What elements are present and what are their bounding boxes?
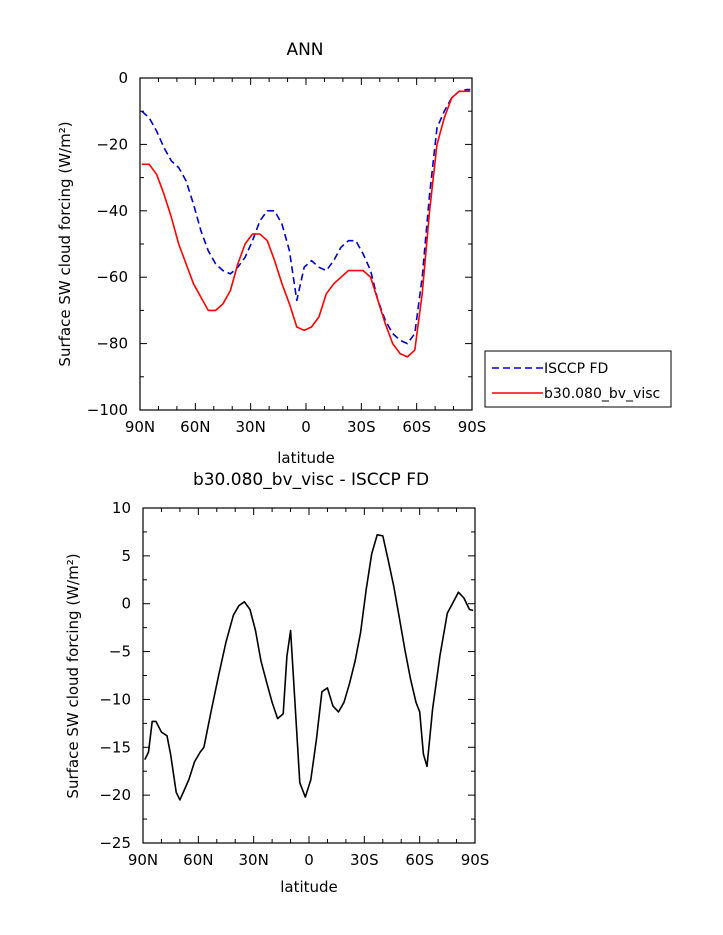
bottom-chart-x-axis-label: latitude	[280, 878, 338, 896]
bottom-chart-y-tick-label: 5	[121, 547, 131, 565]
top-chart-x-tick-label: 0	[301, 418, 311, 436]
bottom-chart-y-tick-label: −15	[99, 738, 131, 756]
top-chart-ticks: 90N 60N 30N 0 30S 60S 90S 0 −20 −40 −60 −80 −100	[87, 69, 487, 436]
bottom-chart-y-tick-label: −10	[99, 690, 131, 708]
top-chart-x-tick-label: 60S	[402, 418, 431, 436]
legend-label-b30-080-bv-visc: b30.080_bv_visc	[544, 386, 660, 402]
top-chart-x-tick-label: 30S	[347, 418, 376, 436]
bottom-chart-x-tick-label: 90N	[128, 851, 158, 869]
bottom-chart-x-tick-label: 30N	[239, 851, 269, 869]
bottom-chart-x-tick-label: 60S	[405, 851, 434, 869]
bottom-chart-title: b30.080_bv_visc - ISCCP FD	[193, 470, 429, 490]
bottom-chart-y-tick-label: −20	[99, 786, 131, 804]
bottom-chart-y-tick-label: −5	[109, 643, 131, 661]
top-chart-series-line-isccp-fd	[141, 88, 471, 345]
bottom-chart-x-tick-label: 60N	[183, 851, 213, 869]
top-chart-y-tick-label: −20	[96, 135, 128, 153]
top-chart-y-tick-label: −40	[96, 202, 128, 220]
top-chart-title: ANN	[286, 40, 323, 60]
top-chart-x-axis-label: latitude	[277, 449, 335, 467]
top-chart-y-tick-label: 0	[118, 69, 128, 87]
bottom-chart-y-axis-label: Surface SW cloud forcing (W/m²)	[64, 553, 82, 798]
bottom-chart-series	[144, 533, 474, 801]
bottom-chart-x-tick-label: 0	[304, 851, 314, 869]
top-chart-legend: ISCCP FD b30.080_bv_visc	[484, 350, 672, 408]
top-chart-series-line-b30-080-bv-visc	[141, 90, 471, 358]
top-chart-y-axis-label: Surface SW cloud forcing (W/m²)	[56, 121, 74, 366]
top-chart-y-tick-label: −80	[96, 335, 128, 353]
bottom-chart-ticks: 90N 60N 30N 0 30S 60S 90S 10 5 0 −5 −10 −15 −20 −25	[99, 499, 489, 869]
legend-label-isccp-fd: ISCCP FD	[544, 361, 608, 377]
top-chart-y-tick-label: −100	[87, 401, 128, 419]
top-chart-panel: ANN 90N 60N 30N 0 30S 60S 90S 0 −20 −40 −60 −80 −100…	[56, 40, 672, 467]
legend-box	[484, 350, 672, 408]
top-chart-plot-frame	[139, 77, 473, 411]
top-chart-y-tick-label: −60	[96, 268, 128, 286]
top-chart-x-tick-label: 90S	[458, 418, 487, 436]
bottom-chart-x-tick-label: 90S	[461, 851, 490, 869]
bottom-chart-x-tick-label: 30S	[350, 851, 379, 869]
bottom-chart-y-tick-label: 0	[121, 595, 131, 613]
bottom-chart-y-tick-label: 10	[112, 499, 131, 517]
top-chart-series	[141, 88, 471, 358]
bottom-chart-plot-frame	[142, 507, 476, 844]
bottom-chart-y-tick-label: −25	[99, 834, 131, 852]
top-chart-x-tick-label: 90N	[125, 418, 155, 436]
top-chart-x-tick-label: 60N	[180, 418, 210, 436]
top-chart-x-tick-label: 30N	[236, 418, 266, 436]
bottom-chart-panel: b30.080_bv_visc - ISCCP FD 90N 60N 30N 0 30S…	[64, 470, 489, 896]
bottom-chart-series-line-difference	[144, 533, 474, 801]
